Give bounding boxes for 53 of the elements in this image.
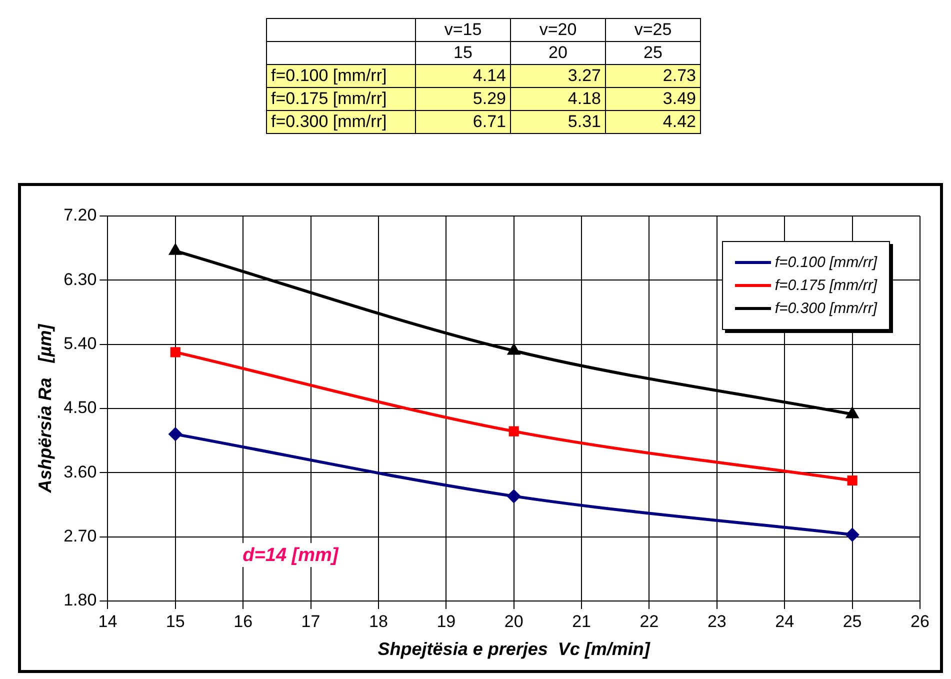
x-tick-label: 18 xyxy=(368,612,388,631)
text: 25 xyxy=(606,42,700,64)
point xyxy=(846,408,858,418)
point xyxy=(170,244,182,255)
x-tick-label: 16 xyxy=(234,612,253,631)
data-label: 4.14 xyxy=(416,64,510,88)
point xyxy=(170,347,180,358)
point xyxy=(508,426,519,436)
x-tick-label: 24 xyxy=(775,612,794,631)
y-tick-label: 7.20 xyxy=(64,206,97,225)
point xyxy=(846,528,859,542)
y-axis-title: Ashpërsia Ra [µm] xyxy=(34,323,55,494)
data-label: 3.49 xyxy=(606,88,700,110)
y-tick-label: 3.60 xyxy=(64,462,97,482)
x-tick-label: 22 xyxy=(640,612,659,631)
x-tick-label: v=20 xyxy=(510,18,606,42)
y-tick-label: f=0.175 [mm/rr] xyxy=(266,88,416,110)
x-axis-title: Shpejtësia e prerjes Vc [m/min] xyxy=(378,639,651,660)
x-tick-label: 17 xyxy=(301,612,320,631)
x-tick-label: v=15 xyxy=(416,18,510,42)
point xyxy=(847,475,858,486)
legend-label: f=0.175 [mm/rr] xyxy=(774,277,877,294)
data-label: 5.29 xyxy=(416,88,510,110)
y-tick-label: f=0.100 [mm/rr] xyxy=(266,64,416,88)
point xyxy=(508,344,520,355)
point xyxy=(168,428,182,441)
data-label: 5.31 xyxy=(510,110,606,134)
text: 15 xyxy=(416,42,510,64)
y-tick-label: 2.70 xyxy=(64,526,97,546)
data-label: 6.71 xyxy=(416,110,510,134)
x-tick-label: 21 xyxy=(572,612,591,631)
y-tick-label: 5.40 xyxy=(64,334,97,354)
data-label: 4.42 xyxy=(606,110,700,134)
x-tick-label: 26 xyxy=(910,612,930,631)
y-tick-label: f=0.300 [mm/rr] xyxy=(266,110,416,134)
x-tick-label: 15 xyxy=(166,612,185,631)
legend-label: f=0.300 [mm/rr] xyxy=(774,300,877,317)
point xyxy=(507,490,520,503)
x-tick-label: 19 xyxy=(436,612,456,631)
x-tick-label: 20 xyxy=(504,612,524,631)
data-label: 3.27 xyxy=(510,64,606,88)
text: 20 xyxy=(510,42,606,64)
y-tick-label: 6.30 xyxy=(64,270,97,289)
y-tick-label: 1.80 xyxy=(64,590,97,610)
legend-label: f=0.100 [mm/rr] xyxy=(774,254,877,271)
data-label: 4.18 xyxy=(510,88,606,110)
x-tick-label: 25 xyxy=(842,612,862,631)
y-tick-label: 4.50 xyxy=(64,398,97,418)
x-tick-label: 23 xyxy=(707,612,726,631)
data-label: 2.73 xyxy=(606,64,700,88)
x-tick-label: 14 xyxy=(98,612,118,631)
x-tick-label: v=25 xyxy=(606,18,700,42)
annotation: d=14 [mm] xyxy=(242,545,339,566)
